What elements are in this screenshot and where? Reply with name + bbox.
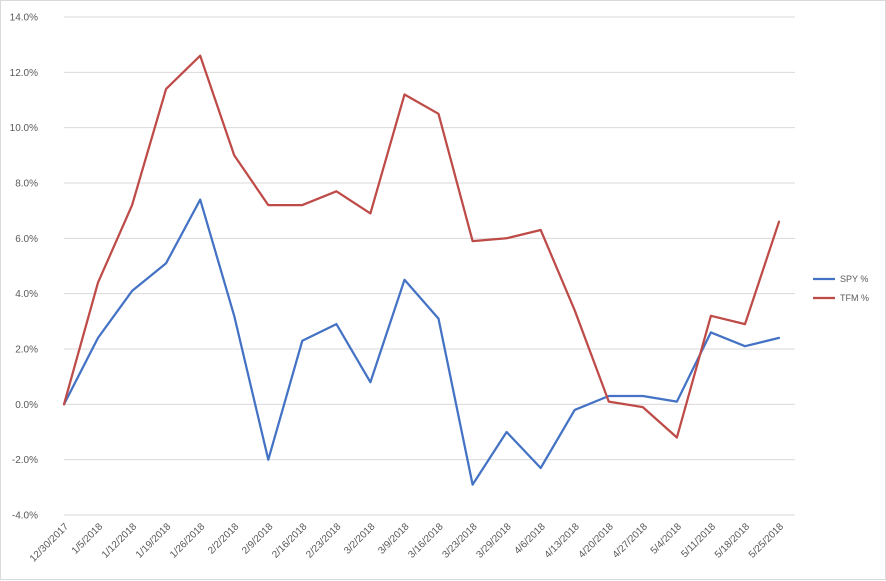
x-tick-label: 1/26/2018	[168, 521, 208, 561]
x-tick-label: 2/2/2018	[206, 521, 242, 557]
y-axis-tick-labels: -4.0% -2.0% 0.0% 2.0% 4.0% 6.0% 8.0% 10.0% 12.0%…	[10, 13, 38, 522]
y-tick-label: 10.0%	[10, 123, 38, 134]
series-lines	[62, 54, 781, 486]
x-tick-label: 3/16/2018	[406, 521, 446, 561]
x-tick-label: 3/29/2018	[474, 521, 514, 561]
x-tick-label: 3/23/2018	[440, 521, 480, 561]
y-tick-label: 8.0%	[15, 179, 38, 190]
x-tick-label: 5/18/2018	[713, 521, 753, 561]
x-tick-label: 1/12/2018	[100, 521, 140, 561]
y-tick-label: 2.0%	[15, 345, 38, 356]
y-tick-label: 6.0%	[15, 234, 38, 245]
x-tick-label: 2/23/2018	[304, 521, 344, 561]
legend-label: TFM %	[840, 293, 869, 303]
legend: SPY % TFM %	[813, 274, 869, 303]
legend-label: SPY %	[840, 274, 868, 284]
x-axis-tick-labels: 12/30/20171/5/20181/12/20181/19/20181/26…	[28, 521, 786, 564]
x-tick-label: 5/11/2018	[679, 521, 718, 560]
y-tick-label: 12.0%	[10, 68, 38, 79]
x-tick-label: 1/19/2018	[134, 521, 174, 561]
y-tick-label: -2.0%	[12, 455, 38, 466]
x-tick-label: 3/2/2018	[342, 521, 378, 557]
x-tick-label: 2/16/2018	[270, 521, 310, 561]
y-tick-label: 14.0%	[10, 13, 38, 24]
x-tick-label: 4/27/2018	[611, 521, 651, 561]
x-tick-label: 5/25/2018	[747, 521, 787, 561]
y-tick-label: -4.0%	[12, 511, 38, 522]
y-tick-label: 4.0%	[15, 289, 38, 300]
series-line-spy	[62, 198, 781, 486]
x-tick-label: 4/20/2018	[577, 521, 617, 561]
gridlines	[64, 16, 795, 516]
series-line-tfm	[62, 54, 781, 439]
x-tick-label: 12/30/2017	[28, 521, 71, 564]
y-tick-label: 0.0%	[15, 400, 38, 411]
x-tick-label: 4/13/2018	[543, 521, 583, 561]
